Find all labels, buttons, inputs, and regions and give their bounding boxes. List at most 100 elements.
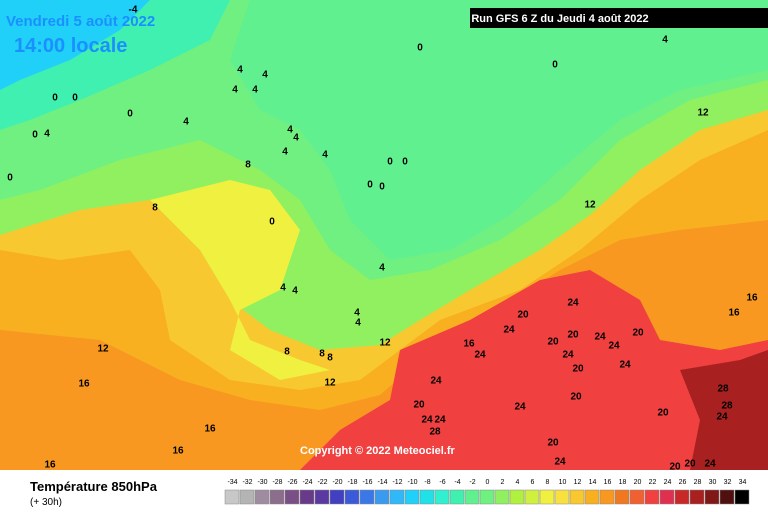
legend-value: -20 bbox=[332, 479, 342, 486]
contour-label: 0 bbox=[52, 93, 58, 104]
legend-swatch bbox=[464, 489, 480, 505]
contour-label: 0 bbox=[417, 43, 423, 54]
contour-label: 24 bbox=[619, 360, 631, 371]
contour-label: 0 bbox=[379, 182, 385, 193]
legend-value: 0 bbox=[486, 479, 490, 486]
legend-swatch bbox=[509, 489, 525, 505]
contour-label: 0 bbox=[367, 180, 373, 191]
legend-value: 16 bbox=[604, 479, 612, 486]
contour-label: 0 bbox=[552, 60, 558, 71]
legend-value: -4 bbox=[454, 479, 460, 486]
contour-label: 12 bbox=[697, 108, 709, 119]
legend-swatch bbox=[239, 489, 255, 505]
contour-label: 16 bbox=[44, 460, 56, 471]
legend-value: 4 bbox=[516, 479, 520, 486]
contour-label: 16 bbox=[463, 339, 475, 350]
legend-swatch bbox=[449, 489, 465, 505]
legend-value: -14 bbox=[377, 479, 387, 486]
contour-label: 4 bbox=[322, 150, 328, 161]
legend-value: 18 bbox=[619, 479, 627, 486]
legend-swatch bbox=[284, 489, 300, 505]
zone-cyan bbox=[0, 0, 150, 90]
legend-swatch bbox=[614, 489, 630, 505]
legend-value: 34 bbox=[739, 479, 747, 486]
time: 14:00 locale bbox=[14, 35, 127, 57]
contour-label: 16 bbox=[78, 379, 90, 390]
contour-label: 24 bbox=[608, 341, 620, 352]
contour-label: 16 bbox=[204, 424, 216, 435]
legend-value: -6 bbox=[439, 479, 445, 486]
contour-label: 16 bbox=[728, 308, 740, 319]
contour-label: 28 bbox=[717, 384, 729, 395]
contour-label: 12 bbox=[379, 338, 391, 349]
contour-label: 8 bbox=[245, 160, 251, 171]
contour-label: -4 bbox=[129, 5, 138, 16]
contour-label: 24 bbox=[430, 376, 442, 387]
legend-swatch bbox=[269, 489, 285, 505]
legend-value: 12 bbox=[574, 479, 582, 486]
contour-label: 8 bbox=[327, 353, 333, 364]
zone-dark-red bbox=[680, 350, 768, 470]
contour-label: 28 bbox=[721, 401, 733, 412]
contour-label: 20 bbox=[547, 337, 559, 348]
legend-value: 6 bbox=[531, 479, 535, 486]
contour-label: 24 bbox=[554, 457, 566, 468]
contour-label: 20 bbox=[570, 392, 582, 403]
zone-red bbox=[300, 270, 768, 470]
contour-label: 0 bbox=[127, 109, 133, 120]
legend-swatch bbox=[539, 489, 555, 505]
legend-value: -18 bbox=[347, 479, 357, 486]
legend-swatch bbox=[734, 489, 750, 505]
contour-label: 12 bbox=[584, 200, 596, 211]
legend-value: -22 bbox=[317, 479, 327, 486]
date: Vendredi 5 août 2022 bbox=[6, 13, 155, 30]
contour-label: 24 bbox=[562, 350, 574, 361]
legend-value: 14 bbox=[589, 479, 597, 486]
legend-value: -30 bbox=[257, 479, 267, 486]
legend-title: Température 850hPa bbox=[30, 479, 158, 494]
contour-label: 20 bbox=[517, 310, 529, 321]
legend-swatch bbox=[524, 489, 540, 505]
contour-label: 0 bbox=[402, 157, 408, 168]
contour-label: 4 bbox=[237, 65, 243, 76]
contour-label: 4 bbox=[44, 129, 50, 140]
contour-label: 4 bbox=[280, 283, 286, 294]
contour-label: 24 bbox=[704, 459, 716, 470]
contour-label: 24 bbox=[503, 325, 515, 336]
legend-swatch bbox=[374, 489, 390, 505]
legend-swatch bbox=[359, 489, 375, 505]
contour-label: 4 bbox=[293, 133, 299, 144]
legend-swatch bbox=[494, 489, 510, 505]
contour-label: 4 bbox=[287, 125, 293, 136]
contour-label: 4 bbox=[262, 70, 268, 81]
contour-label: 8 bbox=[152, 203, 158, 214]
contour-label: 24 bbox=[716, 412, 728, 423]
legend-value: -10 bbox=[407, 479, 417, 486]
legend-value: 30 bbox=[709, 479, 717, 486]
contour-label: 16 bbox=[172, 446, 184, 457]
legend-value: 26 bbox=[679, 479, 687, 486]
legend-value: 32 bbox=[724, 479, 732, 486]
contour-label: 4 bbox=[183, 117, 189, 128]
contour-label: 20 bbox=[632, 328, 644, 339]
legend-swatch bbox=[224, 489, 240, 505]
contour-label: 8 bbox=[284, 347, 290, 358]
legend-swatch bbox=[629, 489, 645, 505]
legend-value: -24 bbox=[302, 479, 312, 486]
zone-yellow bbox=[150, 180, 330, 380]
legend-swatch bbox=[419, 489, 435, 505]
legend-swatch bbox=[719, 489, 735, 505]
legend-swatch bbox=[329, 489, 345, 505]
contour-label: 24 bbox=[514, 402, 526, 413]
contour-label: 24 bbox=[421, 415, 433, 426]
legend-value: -2 bbox=[469, 479, 475, 486]
contour-label: 24 bbox=[567, 298, 579, 309]
contour-label: 20 bbox=[547, 438, 559, 449]
legend-swatch bbox=[344, 489, 360, 505]
legend-value: 22 bbox=[649, 479, 657, 486]
legend-swatch bbox=[314, 489, 330, 505]
legend-swatch bbox=[659, 489, 675, 505]
contour-label: 4 bbox=[379, 263, 385, 274]
legend-swatch bbox=[704, 489, 720, 505]
zone-mint bbox=[230, 0, 768, 260]
